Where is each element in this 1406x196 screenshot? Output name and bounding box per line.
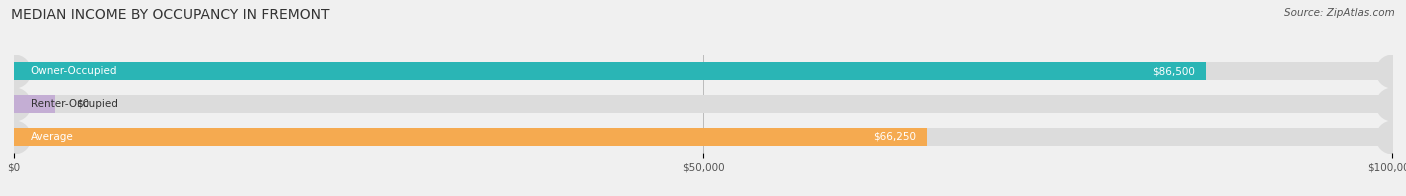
- Bar: [14, 128, 927, 145]
- Text: Average: Average: [31, 132, 73, 142]
- Point: [3, 102, 25, 105]
- Bar: [14, 95, 1392, 113]
- Bar: [14, 62, 1206, 80]
- Text: $86,500: $86,500: [1152, 66, 1195, 76]
- Text: MEDIAN INCOME BY OCCUPANCY IN FREMONT: MEDIAN INCOME BY OCCUPANCY IN FREMONT: [11, 8, 330, 22]
- Bar: [14, 95, 55, 113]
- Point: [3, 135, 25, 138]
- Text: Source: ZipAtlas.com: Source: ZipAtlas.com: [1284, 8, 1395, 18]
- Point: [1381, 135, 1403, 138]
- Bar: [14, 62, 1392, 80]
- Text: Renter-Occupied: Renter-Occupied: [31, 99, 118, 109]
- Point: [1381, 102, 1403, 105]
- Text: $66,250: $66,250: [873, 132, 915, 142]
- Point: [3, 70, 25, 73]
- Bar: [14, 128, 1392, 145]
- Text: Owner-Occupied: Owner-Occupied: [31, 66, 117, 76]
- Text: $0: $0: [76, 99, 89, 109]
- Point: [1381, 70, 1403, 73]
